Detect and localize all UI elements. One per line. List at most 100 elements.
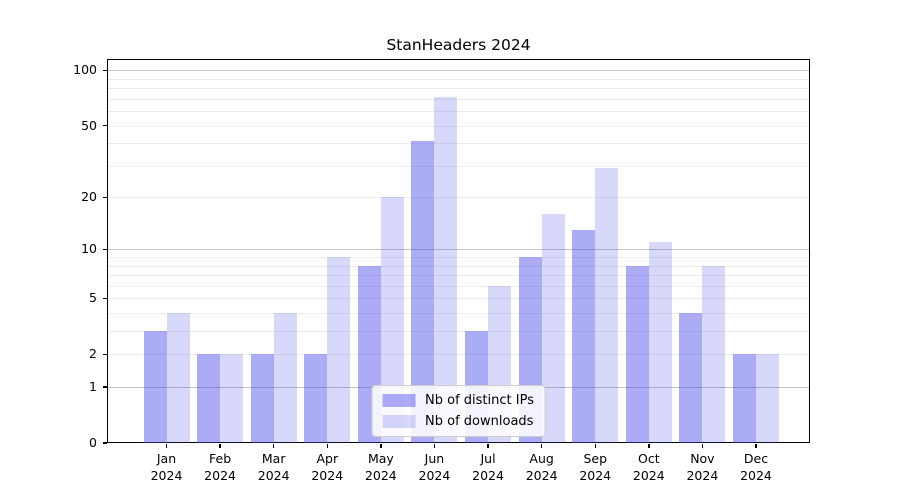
y-tick-100 [103,69,107,72]
chart-title: StanHeaders 2024 [386,36,531,54]
bar-downloads-oct [648,242,672,443]
plot-area: Nb of distinct IPs Nb of downloads [107,59,810,443]
legend-swatch-downloads-icon [382,415,416,428]
x-tick-label-mar: Mar 2024 [242,450,306,484]
y-tick-label-20: 20 [81,189,97,205]
bar-downloads-aug [541,214,565,443]
x-tick-sep [594,444,596,448]
year-label: 2024 [525,468,558,483]
legend-swatch-ips-icon [382,394,416,407]
legend-label-downloads: Nb of downloads [425,414,534,429]
y-tick-50 [103,125,107,127]
legend-item-distinct-ips: Nb of distinct IPs [382,393,534,408]
bar-distinct-ips-feb [197,354,221,443]
month-label: Jul [480,451,496,466]
y-tick-label-0: 0 [89,435,97,450]
x-tick-label-jul: Jul 2024 [456,450,520,484]
year-label: 2024 [472,468,504,483]
gridline-minor-80 [108,88,809,90]
x-tick-label-may: May 2024 [349,450,413,484]
x-tick-label-nov: Nov 2024 [670,450,734,484]
x-tick-aug [541,444,543,448]
month-label: Sep [583,451,607,466]
gridline-minor-40 [108,143,809,145]
year-label: 2024 [311,468,344,483]
gridline-minor-2 [108,354,809,356]
bar-downloads-sep [595,168,619,443]
year-label: 2024 [364,468,397,483]
y-tick-1 [103,386,107,388]
x-tick-mar [273,444,275,448]
bar-downloads-apr [327,257,351,443]
bar-downloads-feb [220,354,244,443]
bar-distinct-ips-dec [732,354,756,443]
bar-distinct-ips-nov [679,313,703,443]
x-tick-label-feb: Feb 2024 [188,450,252,484]
gridline-major-10 [108,249,809,251]
y-tick-label-10: 10 [81,241,97,257]
x-tick-label-oct: Oct 2024 [617,450,681,484]
year-label: 2024 [204,468,236,483]
gridline-minor-5 [108,298,809,300]
bar-distinct-ips-sep [572,229,596,443]
y-tick-0 [103,442,107,444]
x-tick-apr [326,444,328,448]
plot-inner [108,60,809,443]
x-tick-label-jun: Jun 2024 [402,450,466,484]
bar-downloads-jan [166,313,190,443]
year-label: 2024 [150,468,183,483]
y-tick-20 [103,196,107,198]
gridline-minor-7 [108,275,809,277]
x-tick-jan [165,444,168,448]
y-tick-10 [103,248,107,251]
bar-downloads-nov [702,265,726,443]
bar-downloads-jun [434,96,458,443]
year-label: 2024 [686,468,719,483]
bar-distinct-ips-jan [143,331,167,443]
gridline-minor-4 [108,313,809,315]
bar-distinct-ips-mar [250,354,274,443]
y-tick-label-100: 100 [73,62,97,78]
x-tick-label-jan: Jan 2024 [135,450,199,484]
y-tick-2 [103,353,107,356]
month-label: Dec [743,451,769,466]
x-tick-nov [701,444,704,448]
month-label: Mar [261,451,286,466]
month-label: Feb [209,451,232,466]
y-tick-label-5: 5 [89,290,97,306]
y-tick-5 [103,297,107,300]
month-label: Jun [424,451,445,466]
month-label: Nov [690,451,715,466]
month-label: May [367,451,394,466]
x-tick-label-aug: Aug 2024 [510,450,574,484]
x-tick-feb [219,444,221,448]
x-tick-label-sep: Sep 2024 [563,450,627,484]
legend: Nb of distinct IPs Nb of downloads [371,385,546,437]
x-tick-dec [755,444,757,448]
gridline-minor-70 [108,98,809,100]
bar-downloads-dec [755,354,779,443]
year-label: 2024 [740,468,772,483]
bar-distinct-ips-oct [625,265,649,443]
month-label: Jan [156,451,177,466]
gridline-minor-60 [108,111,809,113]
y-tick-label-50: 50 [81,117,97,133]
bar-downloads-mar [273,313,297,443]
x-tick-jul [487,444,489,448]
year-label: 2024 [579,468,612,483]
gridline-minor-9 [108,257,809,259]
x-tick-oct [648,444,650,448]
month-label: Oct [637,451,660,466]
year-label: 2024 [632,468,665,483]
gridline-major-100 [108,70,809,72]
bar-distinct-ips-jun [411,141,435,443]
month-label: Aug [529,451,554,466]
year-label: 2024 [257,468,290,483]
year-label: 2024 [418,468,451,483]
x-tick-label-dec: Dec 2024 [724,450,788,484]
gridline-minor-50 [108,125,809,127]
legend-label-distinct-ips: Nb of distinct IPs [425,393,534,408]
legend-item-downloads: Nb of downloads [382,414,534,429]
gridline-minor-90 [108,78,809,80]
